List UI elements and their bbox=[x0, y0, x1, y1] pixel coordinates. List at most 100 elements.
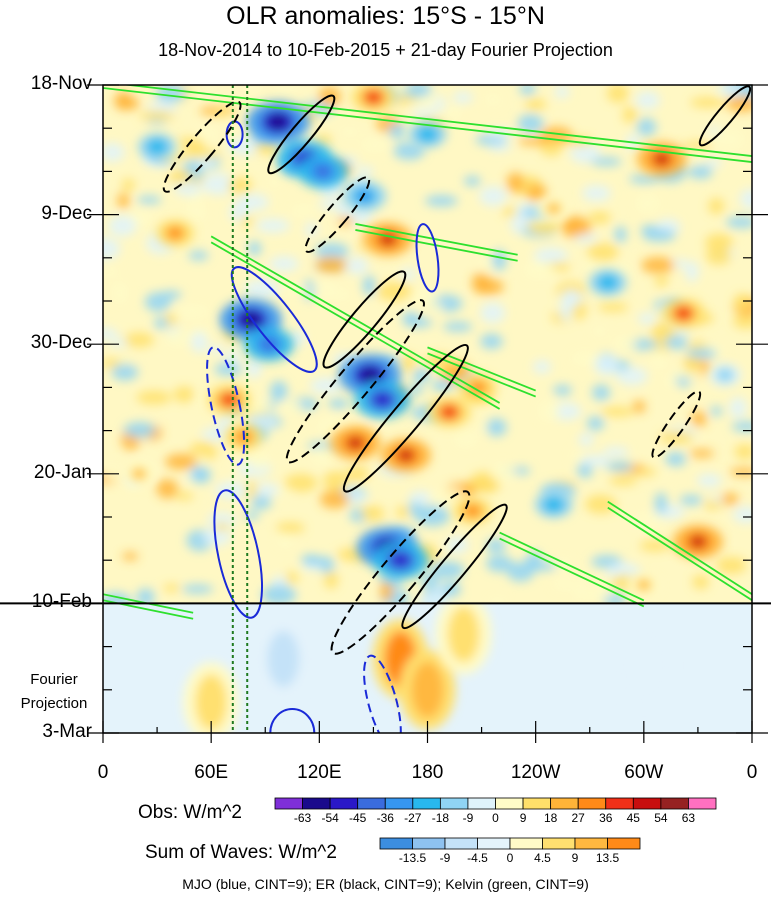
obs-texture-cell bbox=[251, 495, 272, 510]
obs-texture-cell bbox=[430, 302, 444, 314]
obs-texture-cell bbox=[590, 157, 622, 167]
obs-texture-cell bbox=[705, 233, 734, 252]
obs-colorbar-tick-label: 9 bbox=[519, 811, 527, 825]
waves-colorbar-swatch bbox=[444, 837, 478, 850]
obs-texture-cell bbox=[229, 204, 249, 222]
obs-texture-cell bbox=[616, 366, 648, 386]
x-tick-label: 60E bbox=[194, 762, 229, 783]
obs-texture-cell bbox=[577, 462, 593, 479]
obs-texture-cell bbox=[305, 222, 318, 237]
obs-texture-cell bbox=[525, 264, 558, 279]
obs-texture-cell bbox=[213, 522, 230, 532]
obs-texture-cell bbox=[686, 348, 718, 359]
obs-texture-cell bbox=[202, 85, 217, 93]
obs-texture-cell bbox=[654, 492, 668, 515]
obs-colorbar-tick-label: 0 bbox=[492, 811, 499, 825]
obs-texture-cell bbox=[202, 526, 231, 546]
obs-texture-cell bbox=[104, 463, 120, 482]
kelvin-contour bbox=[121, 85, 752, 157]
obs-texture-cell bbox=[191, 465, 205, 483]
obs-texture-cell bbox=[340, 127, 359, 136]
obs-texture-cell bbox=[664, 335, 689, 350]
obs-texture-cell bbox=[533, 360, 551, 374]
er-contour bbox=[330, 490, 471, 655]
x-tick-label: 120W bbox=[510, 762, 561, 783]
obs-blob-core bbox=[360, 367, 380, 383]
obs-texture-cell bbox=[163, 584, 181, 593]
waves-colorbar-label: Sum of Waves: W/m^2 bbox=[145, 842, 337, 863]
obs-colorbar-swatch bbox=[495, 797, 524, 810]
er-contour bbox=[401, 503, 508, 630]
obs-texture-cell bbox=[275, 522, 305, 534]
y-tick-label: 18-Nov bbox=[30, 73, 92, 94]
obs-texture-cell bbox=[685, 261, 699, 282]
obs-texture-cell bbox=[582, 185, 611, 202]
obs-texture-cell bbox=[190, 331, 208, 353]
obs-texture-cell bbox=[328, 398, 349, 409]
er-contour bbox=[322, 270, 407, 369]
obs-texture-cell bbox=[285, 571, 300, 584]
obs-texture-cell bbox=[431, 379, 453, 392]
obs-texture-cell bbox=[111, 363, 139, 381]
obs-blob-core bbox=[442, 406, 457, 418]
obs-colorbar-tick-label: 45 bbox=[626, 811, 640, 825]
proj-blob-core bbox=[627, 637, 660, 694]
obs-texture-cell bbox=[538, 400, 560, 422]
obs-blob-core bbox=[268, 114, 288, 130]
obs-texture-cell bbox=[181, 584, 214, 594]
proj-blob-core bbox=[249, 692, 282, 733]
obs-colorbar-tick-label: 18 bbox=[543, 811, 558, 825]
obs-texture-cell bbox=[586, 416, 605, 431]
obs-texture-cell bbox=[632, 400, 646, 413]
obs-blob-core bbox=[398, 449, 414, 462]
obs-texture-cell bbox=[705, 159, 723, 168]
obs-texture-cell bbox=[480, 302, 506, 324]
obs-colorbar-tick-label: 27 bbox=[571, 811, 585, 825]
wave-contours bbox=[103, 85, 752, 733]
obs-texture-cell bbox=[345, 257, 369, 275]
obs-texture-cell bbox=[164, 453, 198, 470]
er-contour bbox=[162, 100, 242, 193]
obs-blob-core bbox=[315, 165, 331, 178]
obs-colorbar-swatch bbox=[357, 797, 386, 810]
obs-texture-cell bbox=[103, 266, 119, 277]
obs-texture-cell bbox=[614, 226, 627, 243]
obs-texture-cell bbox=[659, 430, 694, 444]
obs-texture-cell bbox=[279, 400, 303, 413]
obs-texture-cell bbox=[428, 487, 464, 507]
obs-texture-cell bbox=[703, 500, 722, 510]
obs-blob-core bbox=[676, 307, 691, 319]
obs-blob-core bbox=[654, 152, 670, 166]
obs-texture-cell bbox=[649, 348, 667, 370]
obs-texture-cell bbox=[254, 141, 281, 155]
obs-texture-cell bbox=[588, 211, 611, 224]
obs-texture-cell bbox=[600, 406, 635, 417]
obs-texture-cell bbox=[598, 302, 629, 312]
obs-colorbar-tick-label: -27 bbox=[404, 811, 422, 825]
obs-texture-cell bbox=[506, 172, 525, 193]
obs-texture-cell bbox=[454, 430, 478, 448]
obs-texture-cell bbox=[165, 330, 190, 348]
y-tick-label: 10-Feb bbox=[31, 591, 92, 613]
kelvin-contour bbox=[103, 87, 752, 163]
obs-texture-cell bbox=[654, 275, 669, 287]
obs-texture-cell bbox=[252, 483, 280, 498]
obs-colorbar-swatch bbox=[550, 797, 579, 810]
obs-texture-cell bbox=[570, 143, 601, 164]
obs-texture-cell bbox=[592, 326, 607, 336]
proj-blob-core bbox=[447, 606, 480, 663]
obs-colorbar-tick-label: -9 bbox=[462, 811, 474, 825]
fourier-projection-label: Fourier Projection bbox=[20, 671, 88, 712]
obs-texture-cell bbox=[689, 449, 715, 458]
obs-texture-cell bbox=[201, 173, 236, 195]
obs-texture-cell bbox=[255, 218, 290, 233]
obs-texture-cell bbox=[218, 412, 234, 431]
obs-texture-cell bbox=[630, 512, 664, 528]
obs-blob-core bbox=[690, 535, 706, 548]
obs-blob-core bbox=[373, 392, 391, 407]
obs-texture-cell bbox=[705, 246, 732, 265]
er-contour bbox=[267, 94, 336, 175]
obs-texture-cell bbox=[721, 492, 739, 506]
obs-texture-cell bbox=[642, 228, 676, 242]
obs-texture-cell bbox=[641, 257, 675, 274]
